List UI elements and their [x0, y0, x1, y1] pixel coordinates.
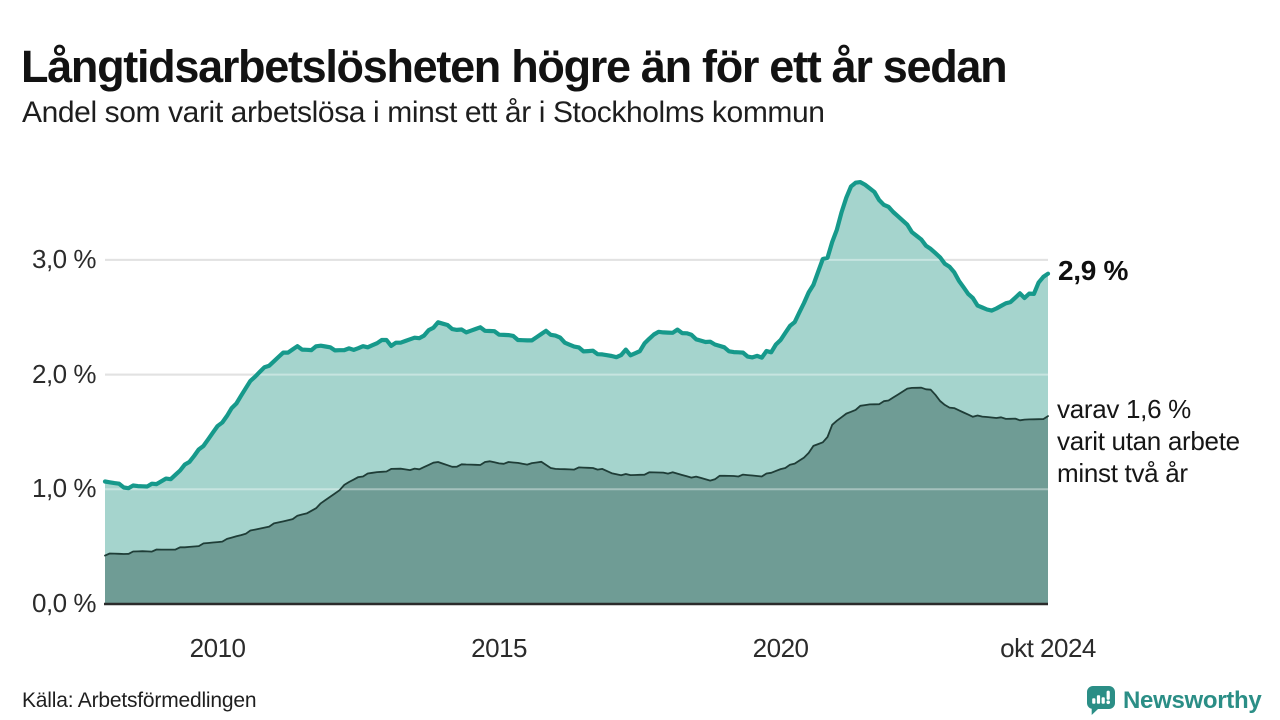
x-axis-tick-label: 2010 [189, 633, 246, 663]
page-title: Långtidsarbetslösheten högre än för ett … [21, 41, 1008, 93]
chart-svg [102, 180, 1051, 606]
newsworthy-logo-icon [1087, 686, 1115, 715]
source-credit: Källa: Arbetsförmedlingen [22, 689, 257, 712]
x-axis-tick-label: okt 2024 [1000, 633, 1096, 663]
x-axis-tick-label: 2015 [471, 633, 527, 663]
chart-subtitle: Andel som varit arbetslösa i minst ett å… [22, 96, 825, 129]
newsworthy-logo: Newsworthy [1086, 685, 1262, 716]
x-axis-tick-label: 2020 [752, 633, 809, 663]
newsworthy-wordmark: Newsworthy [1123, 686, 1262, 714]
